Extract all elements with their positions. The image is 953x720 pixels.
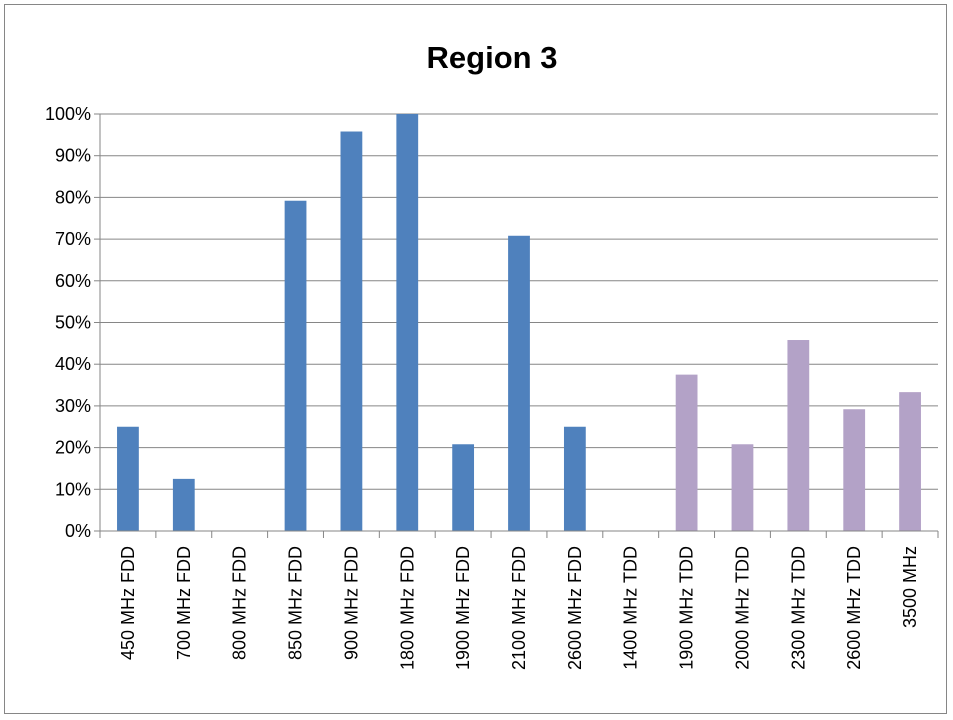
x-tick-label: 2000 MHz TDD xyxy=(732,546,752,670)
bar xyxy=(396,114,419,531)
chart-title: Region 3 xyxy=(427,40,558,75)
x-tick-label: 2100 MHz FDD xyxy=(509,546,529,670)
y-tick-label: 70% xyxy=(55,229,91,249)
y-tick-label: 90% xyxy=(55,146,91,166)
bar xyxy=(117,426,139,531)
x-tick-label: 1800 MHz FDD xyxy=(397,546,417,670)
bar xyxy=(508,235,530,531)
bar xyxy=(172,478,195,531)
y-tick-label: 40% xyxy=(55,354,91,374)
x-tick-label: 1900 MHz TDD xyxy=(677,546,697,670)
y-tick-label: 60% xyxy=(55,271,91,291)
bar xyxy=(787,340,810,531)
x-tick-label: 1900 MHz FDD xyxy=(453,546,473,670)
x-tick-label: 2600 MHz FDD xyxy=(565,546,585,670)
x-tick-label: 800 MHz FDD xyxy=(230,546,250,660)
y-tick-label: 80% xyxy=(55,187,91,207)
y-tick-label: 0% xyxy=(65,521,91,541)
x-tick-label: 2600 MHz TDD xyxy=(844,546,864,670)
x-tick-label: 700 MHz FDD xyxy=(174,546,194,660)
bar xyxy=(731,444,754,531)
y-tick-label: 30% xyxy=(55,396,91,416)
bar xyxy=(675,374,698,531)
bar xyxy=(563,426,586,531)
x-tick-label: 900 MHz FDD xyxy=(341,546,361,660)
y-tick-label: 50% xyxy=(55,313,91,333)
y-tick-label: 20% xyxy=(55,438,91,458)
x-tick-label: 2300 MHz TDD xyxy=(788,546,808,670)
x-tick-label: 1400 MHz TDD xyxy=(621,546,641,670)
bar xyxy=(899,392,921,531)
bar xyxy=(340,131,363,531)
x-tick-label: 850 MHz FDD xyxy=(286,546,306,660)
bar xyxy=(843,409,866,531)
bar xyxy=(284,200,307,531)
x-tick-label: 3500 MHz xyxy=(900,546,920,628)
y-tick-label: 100% xyxy=(45,104,91,124)
y-tick-label: 10% xyxy=(55,479,91,499)
x-tick-label: 450 MHz FDD xyxy=(118,546,138,660)
bar xyxy=(452,444,475,531)
